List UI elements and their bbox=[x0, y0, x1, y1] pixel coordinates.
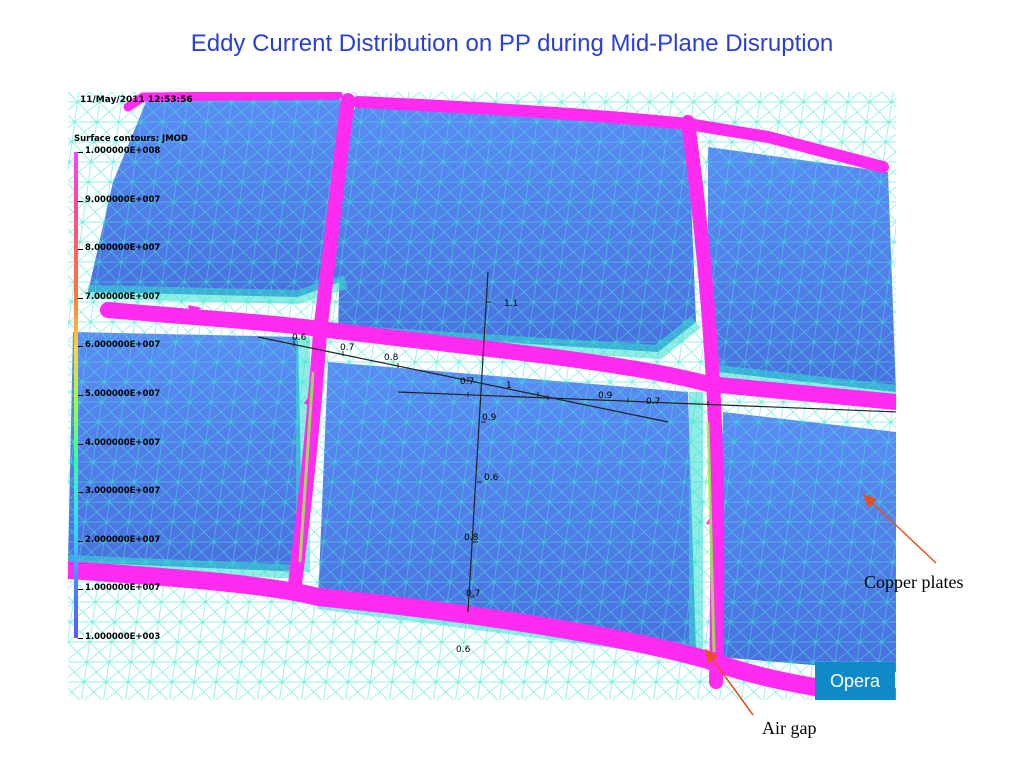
eddy-current-mesh-plot: 1.1 0.6 0.7 0.8 0.9 1 0.7 0.6 0.9 0.8 0.… bbox=[68, 92, 896, 700]
legend-tick-mark bbox=[78, 152, 83, 153]
legend-tick-label: 4.000000E+007 bbox=[85, 437, 161, 448]
legend-tick-mark bbox=[78, 249, 83, 251]
green-edge-highlights bbox=[298, 371, 716, 653]
legend-tick-label: 5.000000E+007 bbox=[85, 389, 161, 399]
copper-plate-group bbox=[68, 92, 896, 700]
legend-tick-mark bbox=[78, 395, 83, 396]
copper-plates-label: Copper plates bbox=[864, 572, 964, 592]
legend-tick-label: 1.000000E+003 bbox=[85, 632, 161, 642]
legend-tick-mark bbox=[78, 638, 83, 639]
legend-tick-label: 1.000000E+007 bbox=[85, 583, 161, 594]
legend-tick-mark bbox=[78, 540, 83, 542]
slide-title: Eddy Current Distribution on PP during M… bbox=[190, 30, 834, 57]
axis-label: 0.6 bbox=[456, 645, 471, 655]
axis-label: 0.9 bbox=[482, 413, 497, 423]
axis-label: 0.9 bbox=[598, 391, 613, 401]
legend-tick-mark bbox=[78, 200, 83, 202]
legend-tick-label: 8.000000E+007 bbox=[85, 243, 161, 254]
legend-tick-mark bbox=[78, 492, 83, 494]
axis-label: 0.7 bbox=[646, 397, 660, 407]
axis-label: 1 bbox=[506, 381, 512, 391]
axis-label: 0.6 bbox=[292, 333, 307, 343]
legend-title: Surface contours: JMOD bbox=[74, 134, 188, 144]
axis-label: 0.8 bbox=[464, 533, 479, 543]
legend-tick-label: 6.000000E+007 bbox=[85, 340, 161, 351]
legend-tick-label: 1.000000E+008 bbox=[85, 146, 161, 156]
axis-label: 0.7 bbox=[340, 343, 354, 353]
axis-label: 0.6 bbox=[484, 473, 499, 483]
axis-label: 0.7 bbox=[460, 377, 474, 387]
copper-plates-arrow bbox=[862, 493, 937, 564]
air-gap-label: Air gap bbox=[762, 718, 817, 738]
legend-tick-mark bbox=[78, 297, 83, 299]
timestamp: 11/May/2011 12:53:56 bbox=[80, 95, 193, 105]
legend-tick-label: 7.000000E+007 bbox=[85, 291, 161, 302]
color-scale-bar bbox=[74, 152, 78, 638]
axis-label: 0.8 bbox=[384, 353, 399, 363]
legend-tick-list: 1.000000E+008 9.000000E+007 8.000000E+007 7… bbox=[78, 146, 218, 642]
axis-ticks bbox=[293, 301, 709, 598]
legend-tick-label: 3.000000E+007 bbox=[85, 486, 161, 497]
legend-tick-label: 2.000000E+007 bbox=[85, 534, 161, 545]
air-gap-arrow bbox=[705, 648, 754, 716]
opera-logo: Opera bbox=[815, 662, 895, 700]
axis-label: 1.1 bbox=[504, 299, 518, 309]
legend-tick-label: 9.000000E+007 bbox=[85, 194, 161, 205]
legend-tick-mark bbox=[78, 443, 83, 445]
legend-tick-mark bbox=[78, 346, 83, 348]
legend-tick-mark bbox=[78, 589, 83, 591]
simulation-viewport: 1.1 0.6 0.7 0.8 0.9 1 0.7 0.6 0.9 0.8 0.… bbox=[68, 92, 896, 700]
axis-label: 0.7 bbox=[466, 589, 480, 599]
axis-label-group: 1.1 0.6 0.7 0.8 0.9 1 0.7 0.6 0.9 0.8 0.… bbox=[292, 299, 660, 655]
coordinate-axes bbox=[257, 271, 896, 613]
